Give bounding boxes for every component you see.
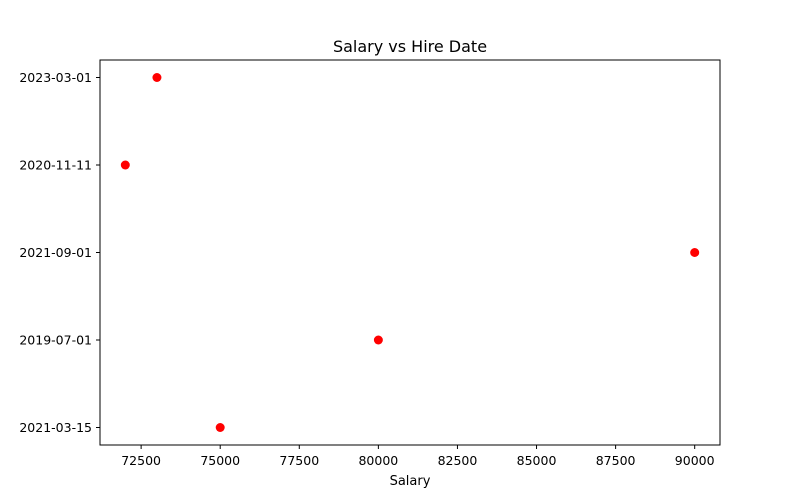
- x-tick-label: 90000: [675, 453, 715, 468]
- data-point: [120, 160, 130, 170]
- x-tick-label: 75000: [200, 453, 240, 468]
- x-tick-label: 82500: [438, 453, 478, 468]
- x-axis-label: Salary: [390, 474, 431, 489]
- y-tick-label: 2020-11-11: [19, 158, 92, 173]
- x-tick-label: 85000: [517, 453, 557, 468]
- y-tick-label: 2019-07-01: [19, 333, 92, 348]
- y-tick-label: 2021-09-01: [19, 245, 92, 260]
- plot-area: [99, 59, 721, 446]
- y-axis: 2021-03-15 2019-07-01 2021-09-01 2020-11-11…: [19, 70, 100, 435]
- y-tick-label: 2021-03-15: [19, 420, 92, 435]
- x-tick-label: 80000: [358, 453, 398, 468]
- x-axis: 72500 75000 77500 80000 82500 85000 87500 90000: [121, 445, 715, 468]
- x-tick-label: 87500: [596, 453, 636, 468]
- data-point: [373, 335, 383, 345]
- data-point: [690, 248, 700, 257]
- y-tick-label: 2023-03-01: [19, 70, 92, 85]
- chart-title: Salary vs Hire Date: [333, 37, 487, 56]
- data-points: [120, 73, 700, 432]
- x-tick-label: 77500: [279, 453, 319, 468]
- x-tick-label: 72500: [121, 453, 161, 468]
- data-point: [152, 73, 162, 82]
- data-point: [215, 423, 225, 432]
